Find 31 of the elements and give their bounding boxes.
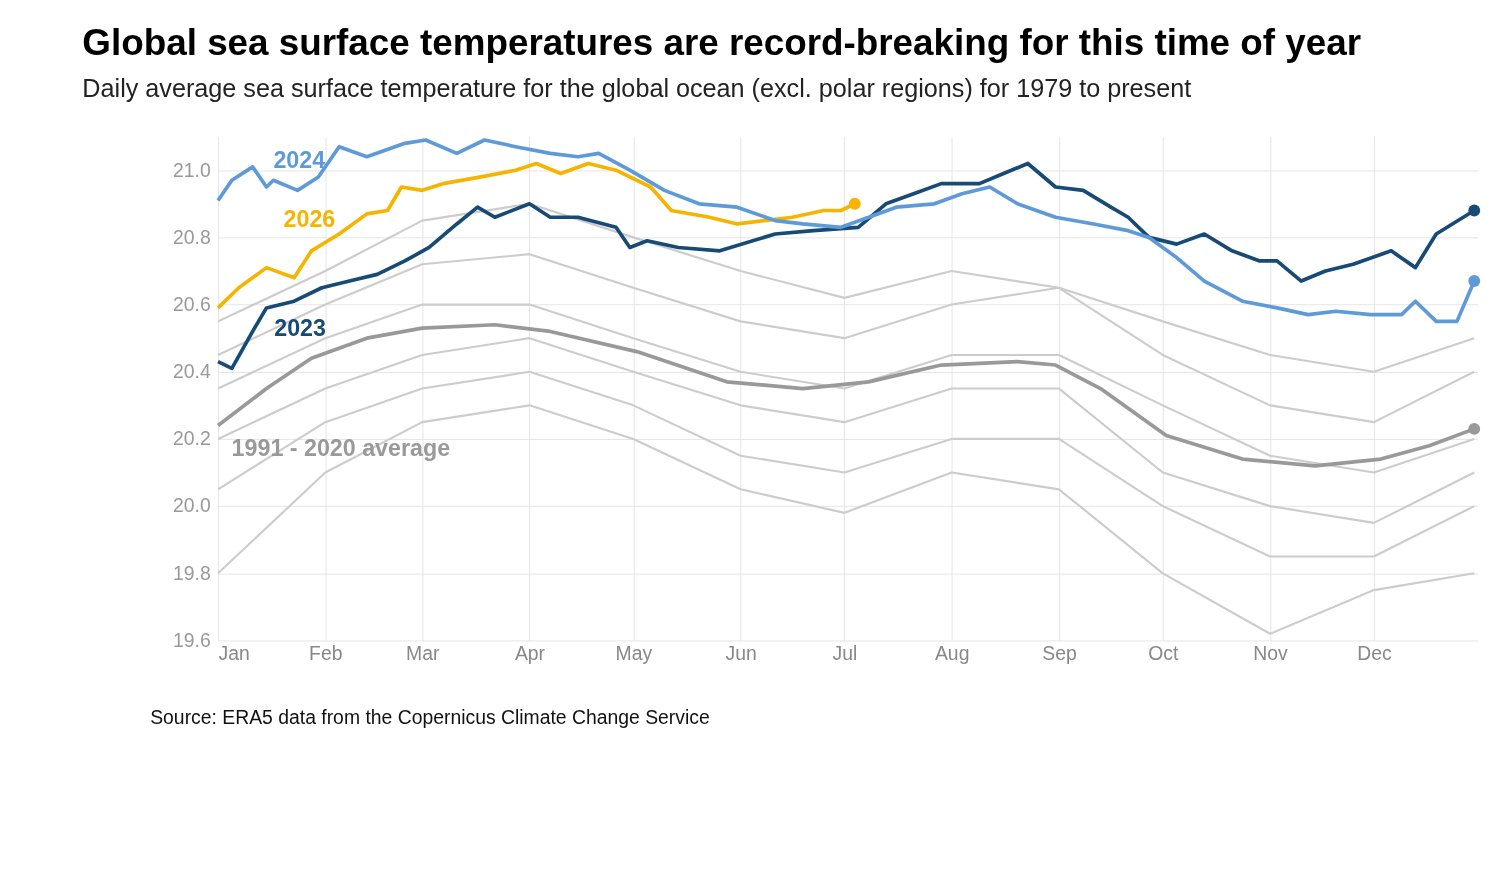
y-tick-label: 20.2 <box>173 427 211 450</box>
x-tick-label: Jan <box>218 642 250 665</box>
x-tick-label: Jun <box>725 642 757 665</box>
x-tick-label: Aug <box>934 642 970 665</box>
series-label: 2024 <box>273 146 326 173</box>
chart-subtitle: Daily average sea surface temperature for the global ocean (excl. polar regions) for 1979 to present <box>82 73 1192 102</box>
y-tick-label: 20.0 <box>173 494 211 517</box>
series-label: 2023 <box>274 315 327 342</box>
y-tick-label: 19.8 <box>173 561 211 584</box>
x-tick-label: Dec <box>1357 642 1392 665</box>
x-tick-label: Apr <box>514 642 546 665</box>
point <box>848 197 861 210</box>
series-label: 2026 <box>283 206 336 233</box>
y-tick-label: 20.8 <box>173 225 211 248</box>
x-tick-label: Oct <box>1148 642 1179 665</box>
chart-title: Global sea surface temperatures are record-breaking for this time of year <box>82 22 1362 64</box>
point <box>1468 275 1481 287</box>
x-tick-label: Nov <box>1253 642 1289 665</box>
source-note: Source: ERA5 data from the Copernicus Climate Change Service <box>150 705 710 728</box>
x-tick-label: Mar <box>406 642 440 665</box>
x-tick-label: Feb <box>309 642 343 665</box>
x-tick-label: May <box>615 642 653 665</box>
x-tick-label: Sep <box>1042 642 1077 665</box>
x-tick-label: Jul <box>832 642 858 665</box>
y-tick-label: 21.0 <box>173 158 211 181</box>
series-label: 1991 - 2020 average <box>231 434 451 461</box>
y-tick-label: 20.6 <box>173 292 211 315</box>
y-tick-label: 19.6 <box>173 628 211 651</box>
point <box>1468 422 1481 435</box>
y-tick-label: 20.4 <box>173 360 211 383</box>
point <box>1468 204 1481 217</box>
